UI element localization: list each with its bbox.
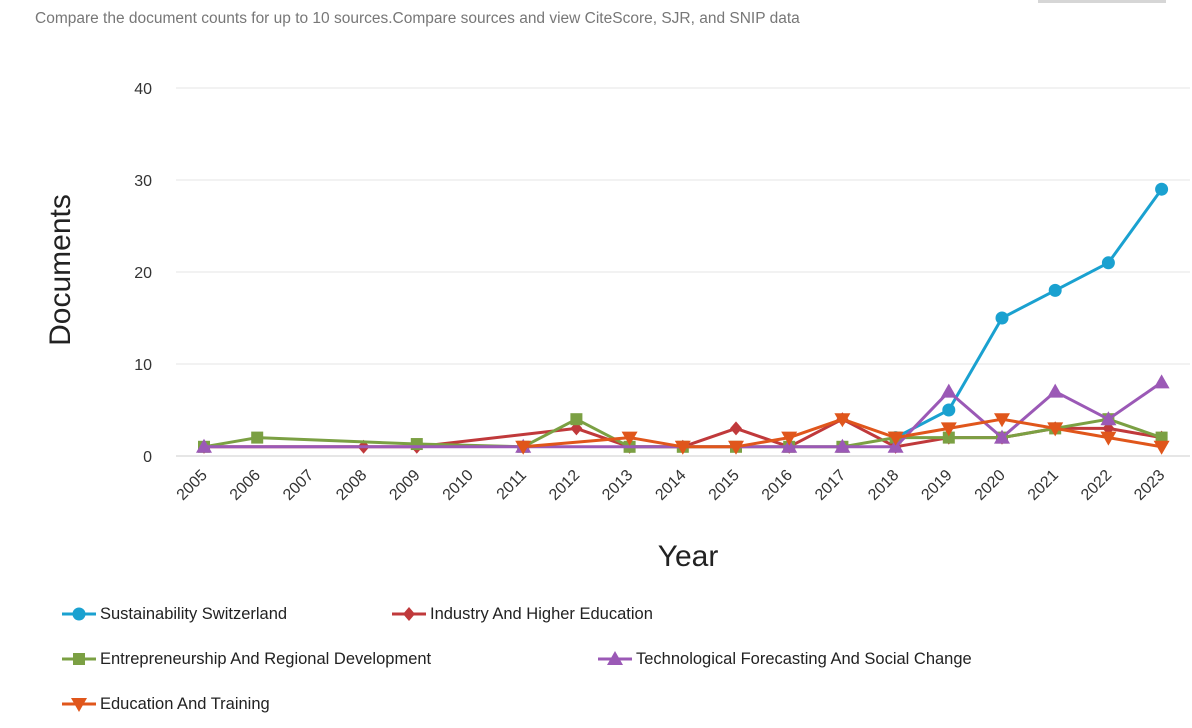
x-tick-label: 2016 [759, 467, 796, 504]
y-tick-label: 10 [134, 357, 152, 374]
series-line [204, 381, 1163, 449]
legend-item[interactable]: Sustainability Switzerland [62, 602, 287, 626]
x-tick-label: 2010 [440, 467, 477, 504]
x-tick-label: 2017 [812, 467, 849, 504]
legend-marker-icon [392, 607, 426, 621]
data-point [1153, 440, 1170, 455]
x-axis-ticks: 2005 2006 2007 2008 2009 2010 2011 2012 2013 2014… [174, 467, 1169, 504]
x-tick-label: 2022 [1078, 467, 1115, 504]
x-tick-label: 2018 [865, 467, 902, 504]
data-point [1101, 256, 1115, 270]
x-tick-label: 2013 [599, 467, 636, 504]
x-tick-label: 2014 [652, 467, 689, 504]
data-point [887, 438, 904, 453]
legend-marker-icon [62, 698, 96, 712]
data-point [621, 431, 638, 446]
data-point [1047, 383, 1064, 398]
data-point [1155, 182, 1169, 196]
series-4 [196, 374, 1170, 453]
x-tick-label: 2015 [706, 467, 743, 504]
x-tick-label: 2019 [918, 467, 955, 504]
data-point [834, 413, 851, 428]
data-point [887, 431, 904, 446]
y-axis-title: Documents [44, 194, 77, 346]
legend-symbol [403, 607, 415, 621]
line-chart: 0 10 20 30 40 2005 2006 2007 2008 2009 2010 2011 201… [44, 81, 1190, 573]
data-point [1100, 431, 1117, 446]
data-point [251, 431, 264, 444]
y-tick-label: 20 [134, 265, 152, 282]
data-point [1155, 431, 1168, 444]
series-line [894, 188, 1163, 439]
x-tick-label: 2008 [333, 467, 370, 504]
x-tick-label: 2005 [174, 467, 211, 504]
data-point [515, 440, 532, 455]
data-point [942, 431, 955, 444]
data-point [570, 413, 583, 426]
x-tick-label: 2007 [280, 467, 317, 504]
data-point [730, 421, 742, 436]
legend-item[interactable]: Technological Forecasting And Social Cha… [598, 647, 972, 671]
data-point [940, 383, 957, 398]
x-tick-label: 2012 [546, 467, 583, 504]
data-point [196, 438, 212, 453]
legend-label: Technological Forecasting And Social Cha… [636, 649, 972, 668]
data-point [1100, 411, 1117, 426]
x-tick-label: 2011 [494, 467, 530, 503]
data-point [1048, 283, 1062, 297]
y-tick-label: 30 [134, 173, 152, 190]
x-tick-label: 2021 [1025, 467, 1062, 504]
data-point [834, 438, 851, 453]
data-point [940, 422, 957, 437]
data-point [728, 440, 744, 455]
legend-label: Industry And Higher Education [430, 604, 653, 623]
data-point [781, 438, 798, 453]
y-axis-ticks: 0 10 20 30 40 [134, 81, 152, 466]
data-point [1047, 422, 1064, 437]
data-point [994, 413, 1010, 428]
data-point [995, 311, 1009, 325]
legend-label: Sustainability Switzerland [100, 604, 288, 623]
legend-symbol [73, 653, 85, 665]
data-point [781, 431, 798, 446]
grid-lines [176, 87, 1190, 457]
legend-label: Education And Training [100, 694, 270, 713]
data-point [674, 440, 691, 455]
x-tick-label: 2009 [386, 467, 423, 504]
legend-item[interactable]: Industry And Higher Education [392, 602, 653, 626]
data-point [1153, 374, 1170, 389]
legend-item[interactable]: Entrepreneurship And Regional Developmen… [62, 647, 431, 671]
x-tick-label: 2020 [972, 467, 1009, 504]
legend-label: Entrepreneurship And Regional Developmen… [100, 649, 432, 668]
legend-marker-icon [62, 607, 96, 621]
y-tick-label: 0 [143, 449, 152, 466]
legend-marker-icon [62, 653, 96, 665]
series-5 [515, 413, 1170, 455]
x-tick-label: 2006 [227, 467, 264, 504]
data-point [994, 429, 1010, 444]
data-point [942, 403, 956, 417]
legend-symbol [72, 607, 86, 621]
x-axis-title: Year [658, 540, 719, 573]
series-line [523, 417, 1162, 449]
legend-symbol [607, 651, 623, 665]
top-edge-bar [1038, 0, 1166, 3]
legend-item[interactable]: Education And Training [62, 692, 270, 716]
legend-symbol [71, 698, 87, 712]
x-tick-label: 2023 [1131, 467, 1168, 504]
y-tick-label: 40 [134, 81, 152, 98]
legend-marker-icon [598, 651, 632, 665]
chart-caption: Compare the document counts for up to 10… [35, 10, 800, 27]
series-1 [889, 182, 1169, 445]
